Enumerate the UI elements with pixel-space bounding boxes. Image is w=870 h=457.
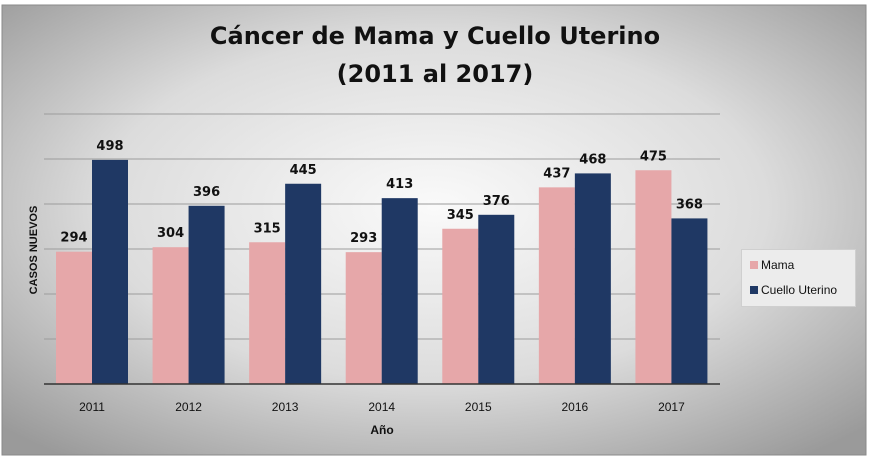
data-label-mama-2013: 315 [254,221,281,236]
x-tick-label-2012: 2012 [175,400,202,414]
legend-swatch-mama [750,261,758,269]
x-tick-label-2011: 2011 [79,400,105,414]
legend-item-cuello-uterino: Cuello Uterino [750,283,837,297]
data-label-cuello-uterino-2015: 376 [483,194,510,209]
legend-label-cuello-uterino: Cuello Uterino [761,283,838,297]
data-label-mama-2015: 345 [447,208,474,223]
bar-mama-2015 [442,228,479,384]
chart-background [1,4,867,456]
x-tick-label-2016: 2016 [562,400,589,414]
data-label-cuello-uterino-2011: 498 [96,139,123,154]
legend: Mama Cuello Uterino [741,249,856,307]
data-label-cuello-uterino-2017: 368 [676,197,703,212]
bar-cuello-uterino-2013 [285,183,322,384]
bar-cuello-uterino-2011 [92,159,128,384]
data-labels: 294 498 304 396 315 445 293 413 345 376 437 468 475 3… [60,139,703,246]
data-label-mama-2017: 475 [640,149,667,164]
y-axis-title: CASOS NUEVOS [28,206,40,295]
data-label-mama-2016: 437 [543,166,570,181]
bar-mama-2012 [152,247,189,384]
data-label-cuello-uterino-2016: 468 [579,152,606,167]
bar-cuello-uterino-2015 [478,214,515,384]
x-tick-label-2013: 2013 [272,400,299,414]
data-label-cuello-uterino-2014: 413 [386,177,413,192]
axes: 2011 2012 2013 2014 2015 2016 2017 Año CASOS NUE… [28,206,720,437]
chart-subtitle: (2011 al 2017) [336,60,534,88]
bar-mama-2013 [249,242,286,384]
x-tick-label-2017: 2017 [658,400,685,414]
data-label-cuello-uterino-2013: 445 [290,163,317,178]
bar-cuello-uterino-2017 [671,218,708,384]
bar-mama-2017 [635,170,672,384]
data-label-mama-2012: 304 [157,226,184,241]
legend-item-mama: Mama [750,258,794,272]
legend-label-mama: Mama [761,258,795,272]
data-label-mama-2014: 293 [350,231,377,246]
x-tick-label-2015: 2015 [465,400,492,414]
bar-mama-2016 [538,187,575,384]
bar-cuello-uterino-2016 [574,173,611,384]
data-label-cuello-uterino-2012: 396 [193,185,220,200]
bar-cuello-uterino-2014 [381,198,418,384]
bar-mama-2014 [345,252,382,384]
legend-swatch-cuello-uterino [750,286,758,294]
bar-mama-2011 [56,251,92,384]
x-axis-title: Año [370,423,393,437]
bar-cuello-uterino-2012 [188,205,225,384]
x-tick-label-2014: 2014 [368,400,395,414]
data-label-mama-2011: 294 [60,231,87,246]
bars [56,159,708,384]
chart-title: Cáncer de Mama y Cuello Uterino [209,22,661,50]
